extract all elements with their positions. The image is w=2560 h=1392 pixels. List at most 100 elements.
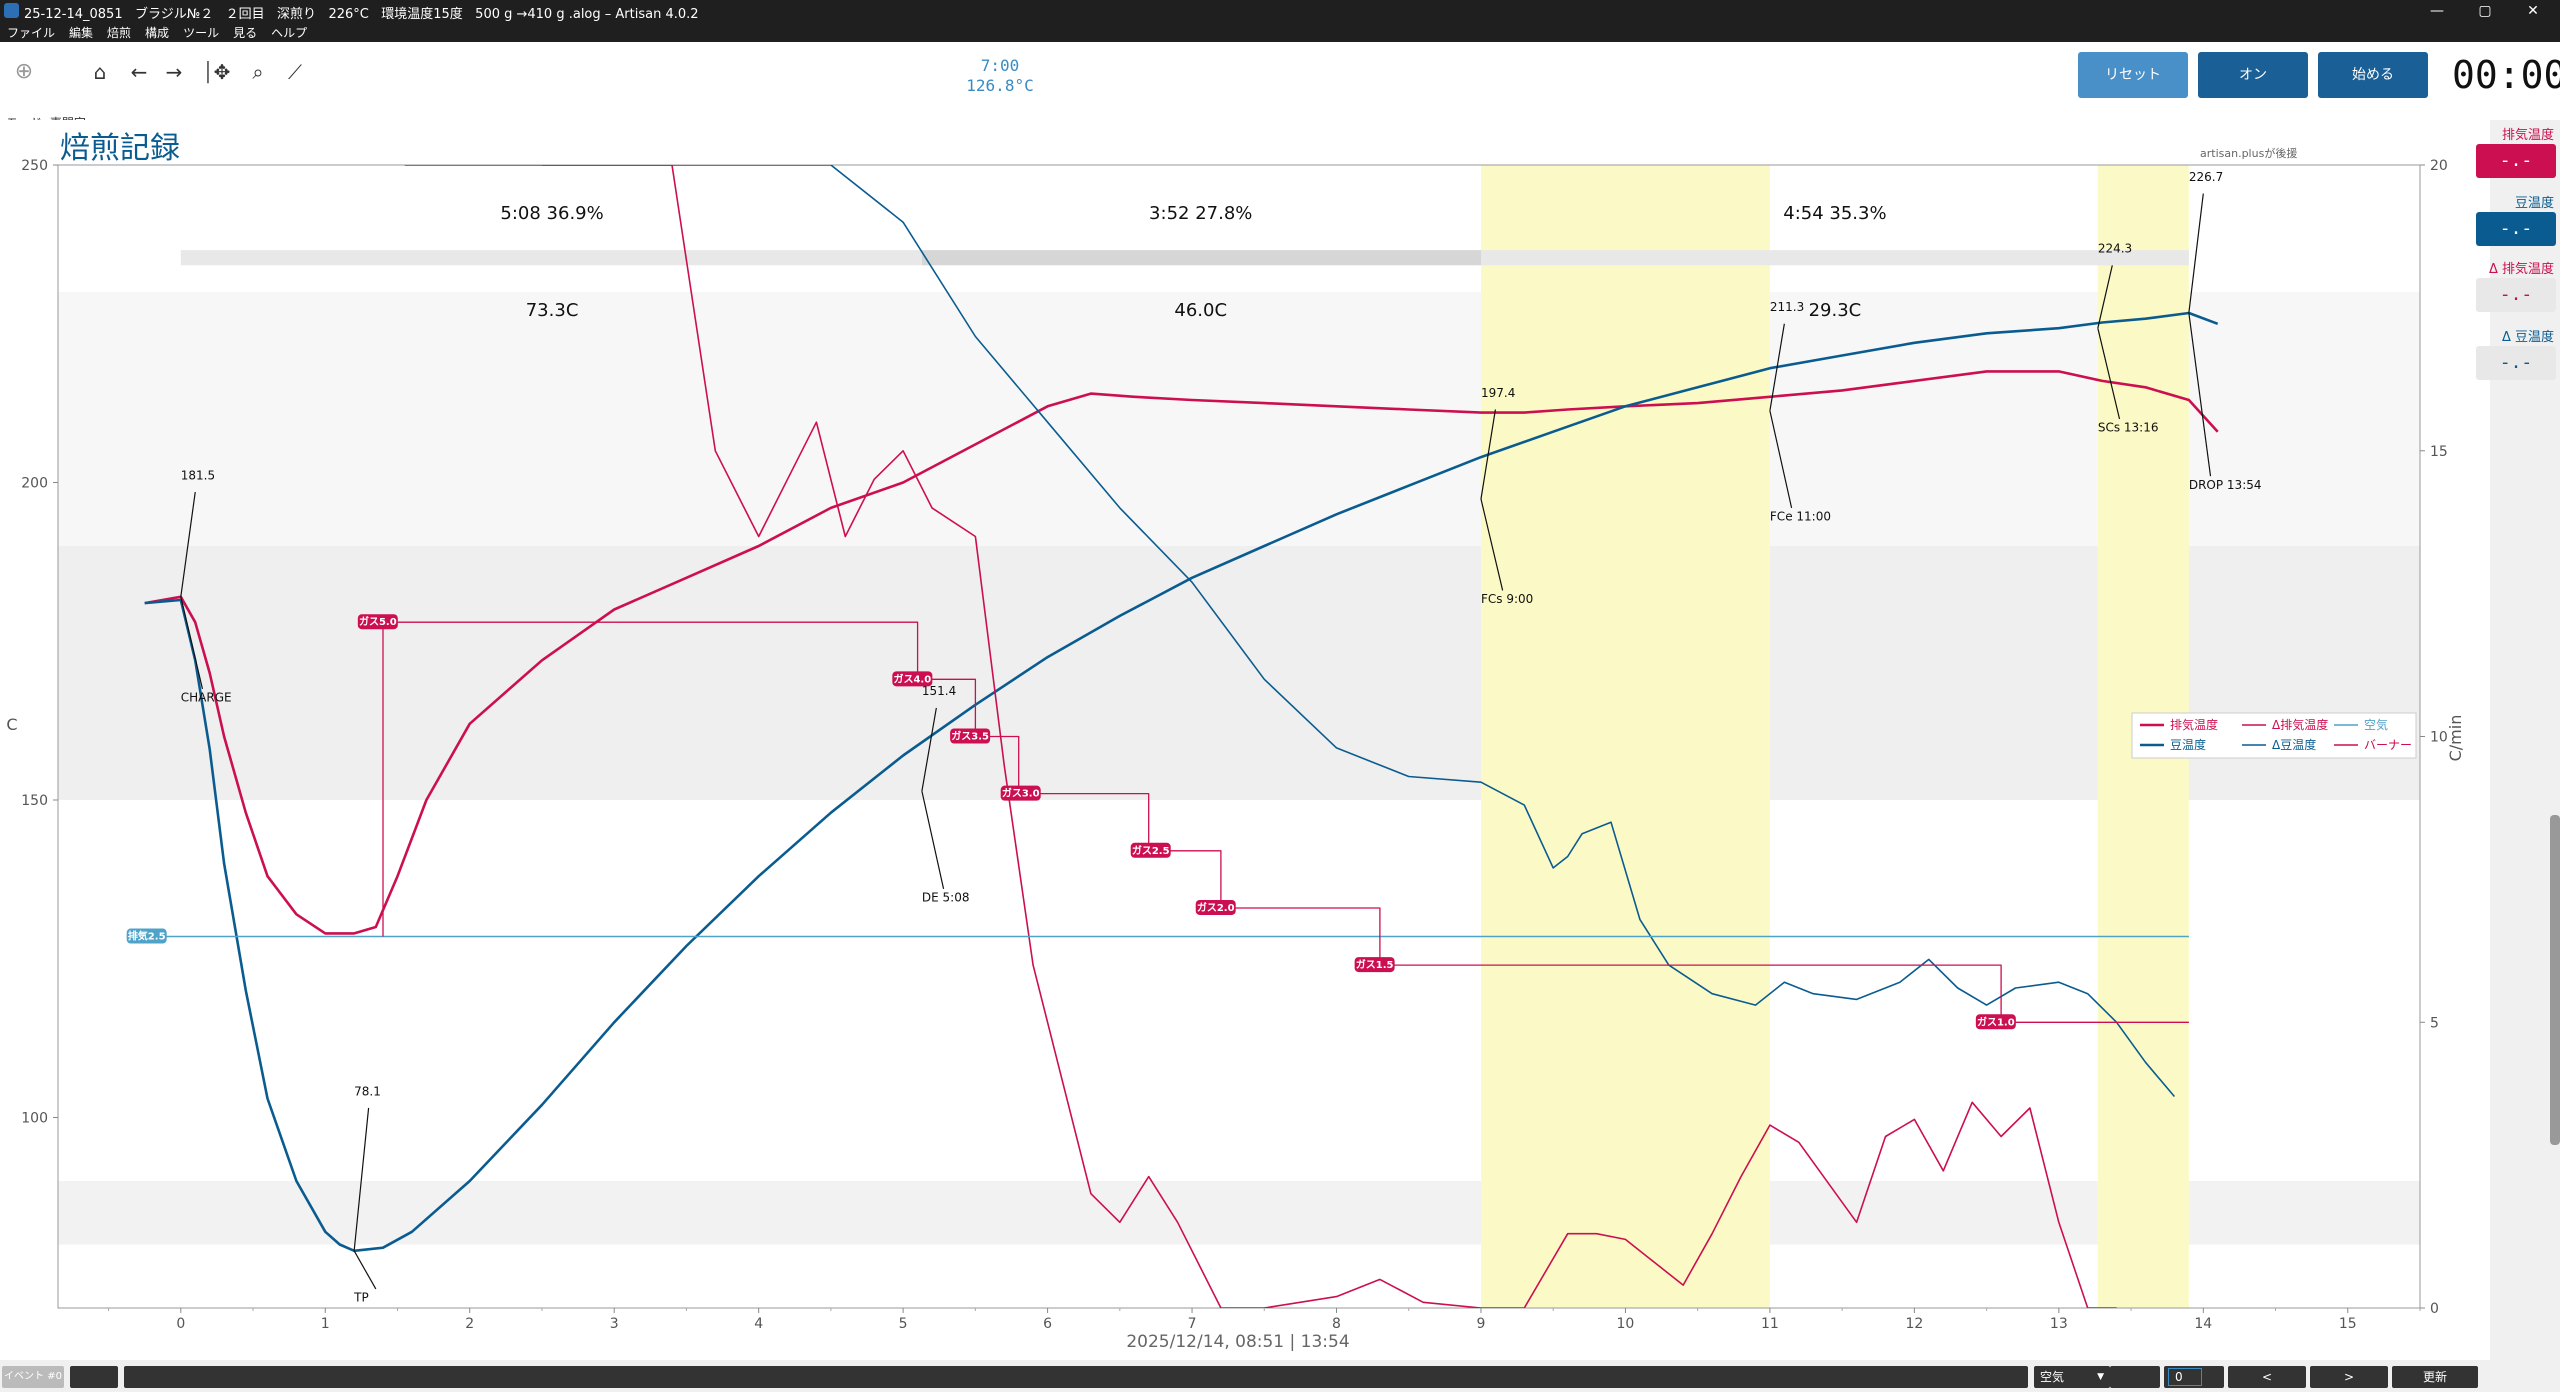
title-bar: 25-12-14_0851 ブラジル№２ ２回目 深煎り 226°C 環境温度1… — [0, 0, 2560, 22]
event-value: 151.4 — [922, 684, 956, 698]
event-value: 226.7 — [2189, 170, 2223, 184]
et-label: 排気温度 — [2501, 128, 2554, 143]
back-arrow-icon[interactable]: ← — [130, 60, 148, 84]
event-type-field[interactable] — [70, 1366, 118, 1388]
y-tick-label: 250 — [21, 158, 48, 174]
x-tick-label: 0 — [176, 1316, 185, 1332]
delta-bt-curve — [542, 165, 2176, 1098]
pan-move-icon[interactable]: ✥ — [213, 60, 231, 84]
delta-et-curve — [404, 165, 2117, 1308]
menu-bar: ファイル 編集 焙煎 構成 ツール 見る ヘルプ — [0, 22, 2560, 42]
burner-tag-bg — [126, 928, 167, 944]
delta-bt-value: -.- — [2476, 346, 2556, 380]
x-tick-label: 4 — [754, 1316, 763, 1332]
plus-circle-icon[interactable]: ⊕ — [14, 59, 34, 84]
phase-bar-drying — [180, 250, 922, 266]
y-tick-label: 150 — [21, 793, 48, 809]
burner-tag-bg — [950, 728, 991, 744]
menu-file[interactable]: ファイル — [7, 26, 56, 40]
event-value: 224.3 — [2098, 242, 2132, 256]
et-value: -.- — [2476, 144, 2556, 178]
y2-tick-label: 15 — [2430, 444, 2448, 460]
x-tick-label: 8 — [1332, 1316, 1341, 1332]
zoom-search-icon[interactable]: ⌕ — [252, 60, 264, 84]
bt-value: -.- — [2476, 212, 2556, 246]
menu-roast[interactable]: 焙煎 — [107, 26, 132, 40]
y2-tick-label: 20 — [2430, 158, 2448, 174]
event-description-field[interactable] — [124, 1366, 2028, 1388]
y2-tick-label: 0 — [2430, 1301, 2439, 1317]
roast-timer: 00:00 — [2452, 53, 2560, 97]
burner-tag-label: ガス3.0 — [1002, 787, 1040, 800]
roast-chart[interactable]: 5:08 36.9% 73.3C 3:52 27.8% 46.0C 4:54 35.3%… — [0, 120, 2490, 1360]
readout-sidebar: 排気温度 -.- 豆温度 -.- Δ 排気温度 -.- Δ 豆温度 -.- — [2474, 120, 2560, 1360]
plot-area: 5:08 36.9% 73.3C 3:52 27.8% 46.0C 4:54 35.3%… — [21, 158, 2448, 1332]
event-line-upper — [353, 1107, 370, 1251]
delta-et-value: -.- — [2476, 278, 2556, 312]
artisan-app-icon — [4, 3, 19, 18]
forward-arrow-icon[interactable]: → — [165, 60, 183, 84]
x-tick-label: 5 — [899, 1316, 908, 1332]
burner-tag-label: ガス2.0 — [1197, 901, 1235, 914]
burner-tag-label: ガス5.0 — [359, 615, 397, 628]
delta-et-label: Δ 排気温度 — [2488, 262, 2554, 277]
event-line-upper — [180, 491, 196, 597]
event-label: TP — [353, 1291, 369, 1305]
event-value: 181.5 — [181, 468, 215, 482]
event-line-lower — [2188, 312, 2212, 477]
y-axis-label: C — [6, 715, 17, 734]
delta-bt-label: Δ 豆温度 — [2501, 330, 2554, 345]
spinbox-value[interactable]: 0 — [2168, 1368, 2202, 1386]
air-select-value: 空気 — [2040, 1370, 2065, 1384]
burner-tag-label: ガス3.5 — [951, 730, 989, 743]
event-label: DE 5:08 — [922, 891, 970, 905]
phase-3-delta: 29.3C — [1809, 300, 1862, 321]
on-button[interactable]: オン — [2198, 52, 2308, 98]
x-tick-label: 10 — [1617, 1316, 1635, 1332]
lcd-temperature: 126.8°C — [966, 76, 1034, 95]
menu-help[interactable]: ヘルプ — [271, 26, 308, 40]
close-button[interactable]: ✕ — [2527, 3, 2539, 19]
lcd-display: 7:00 126.8°C — [950, 56, 1050, 96]
menu-view[interactable]: 見る — [233, 26, 258, 40]
home-icon[interactable]: ⌂ — [93, 60, 107, 84]
event-value: 78.1 — [354, 1084, 381, 1098]
start-button[interactable]: 始める — [2318, 52, 2428, 98]
burner-step-line — [382, 621, 2189, 1023]
menu-config[interactable]: 構成 — [145, 26, 170, 40]
legend-burner: バーナー — [2364, 738, 2412, 752]
chevron-down-icon: ▼ — [2097, 1372, 2104, 1382]
event-value-field[interactable] — [2110, 1366, 2160, 1388]
reset-button[interactable]: リセット — [2078, 52, 2188, 98]
menu-edit[interactable]: 編集 — [69, 26, 94, 40]
line-chart-icon[interactable]: ⟋ — [288, 60, 302, 84]
menu-tools[interactable]: ツール — [183, 26, 220, 40]
bt-label: 豆温度 — [2514, 196, 2554, 211]
lcd-time: 7:00 — [980, 56, 1020, 75]
event-spinbox[interactable]: 0 — [2164, 1366, 2224, 1388]
event-line-lower — [1480, 498, 1504, 591]
update-button[interactable]: 更新 — [2392, 1366, 2478, 1388]
legend-air: 空気 — [2364, 717, 2388, 732]
chart-legend[interactable]: 排気温度 豆温度 Δ排気温度 Δ豆温度 空気 バーナー — [2131, 712, 2417, 759]
burner-tag-bg — [1975, 1014, 2016, 1030]
minimize-button[interactable]: — — [2430, 3, 2444, 19]
next-event-button[interactable]: > — [2310, 1366, 2388, 1388]
sidebar-scrollbar[interactable] — [2550, 815, 2560, 1145]
y2-axis-label: C/min — [2446, 715, 2465, 762]
event-line-upper — [1480, 409, 1497, 500]
x-tick-label: 14 — [2194, 1316, 2212, 1332]
phase-bar-maillard — [921, 250, 1481, 266]
x-axis-label: 2025/12/14, 08:51 | 13:54 — [1126, 1332, 1349, 1352]
chart-title: 焙煎記録 — [60, 131, 180, 166]
prev-event-button[interactable]: < — [2228, 1366, 2306, 1388]
event-line-upper — [2097, 265, 2113, 329]
event-line-lower — [180, 596, 204, 690]
air-select[interactable]: 空気 ▼ — [2034, 1366, 2110, 1388]
burner-tag-bg — [1354, 957, 1395, 973]
maximize-button[interactable]: ▢ — [2478, 3, 2492, 19]
bt-curve — [144, 311, 2219, 1253]
band-middle — [58, 546, 2420, 800]
legend-et: 排気温度 — [2170, 717, 2218, 732]
burner-tag-label: ガス2.5 — [1132, 844, 1170, 857]
